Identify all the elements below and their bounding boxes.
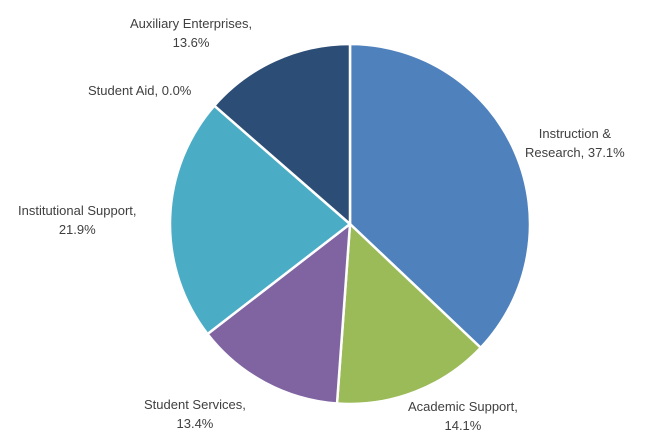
label-line: Research, 37.1% bbox=[525, 145, 625, 160]
label-line: 13.6% bbox=[172, 35, 210, 50]
label-line: Academic Support, bbox=[408, 399, 518, 414]
label-student-aid: Student Aid, 0.0% bbox=[88, 81, 191, 100]
label-academic-support: Academic Support, 14.1% bbox=[408, 397, 518, 435]
label-line: Instruction & bbox=[538, 126, 611, 141]
label-line: Student Services, bbox=[144, 397, 246, 412]
label-line: 14.1% bbox=[444, 418, 482, 433]
pie-slice-student-services bbox=[206, 222, 352, 405]
label-auxiliary-enterprises: Auxiliary Enterprises, 13.6% bbox=[130, 14, 252, 52]
label-institutional-support: Institutional Support, 21.9% bbox=[18, 201, 137, 239]
label-student-services: Student Services, 13.4% bbox=[144, 395, 246, 433]
pie-slice-institutional-support bbox=[168, 104, 352, 336]
label-instruction-research: Instruction & Research, 37.1% bbox=[525, 124, 625, 162]
label-line: Auxiliary Enterprises, bbox=[130, 16, 253, 31]
pie-slice-instruction-research bbox=[348, 42, 532, 349]
label-line: 21.9% bbox=[58, 222, 96, 237]
label-line: Institutional Support, bbox=[18, 203, 137, 218]
pie-slice-auxiliary-enterprises bbox=[213, 42, 352, 226]
pie-slice-academic-support bbox=[335, 222, 482, 406]
label-line: Student Aid, 0.0% bbox=[88, 83, 192, 98]
label-line: 13.4% bbox=[176, 416, 214, 431]
